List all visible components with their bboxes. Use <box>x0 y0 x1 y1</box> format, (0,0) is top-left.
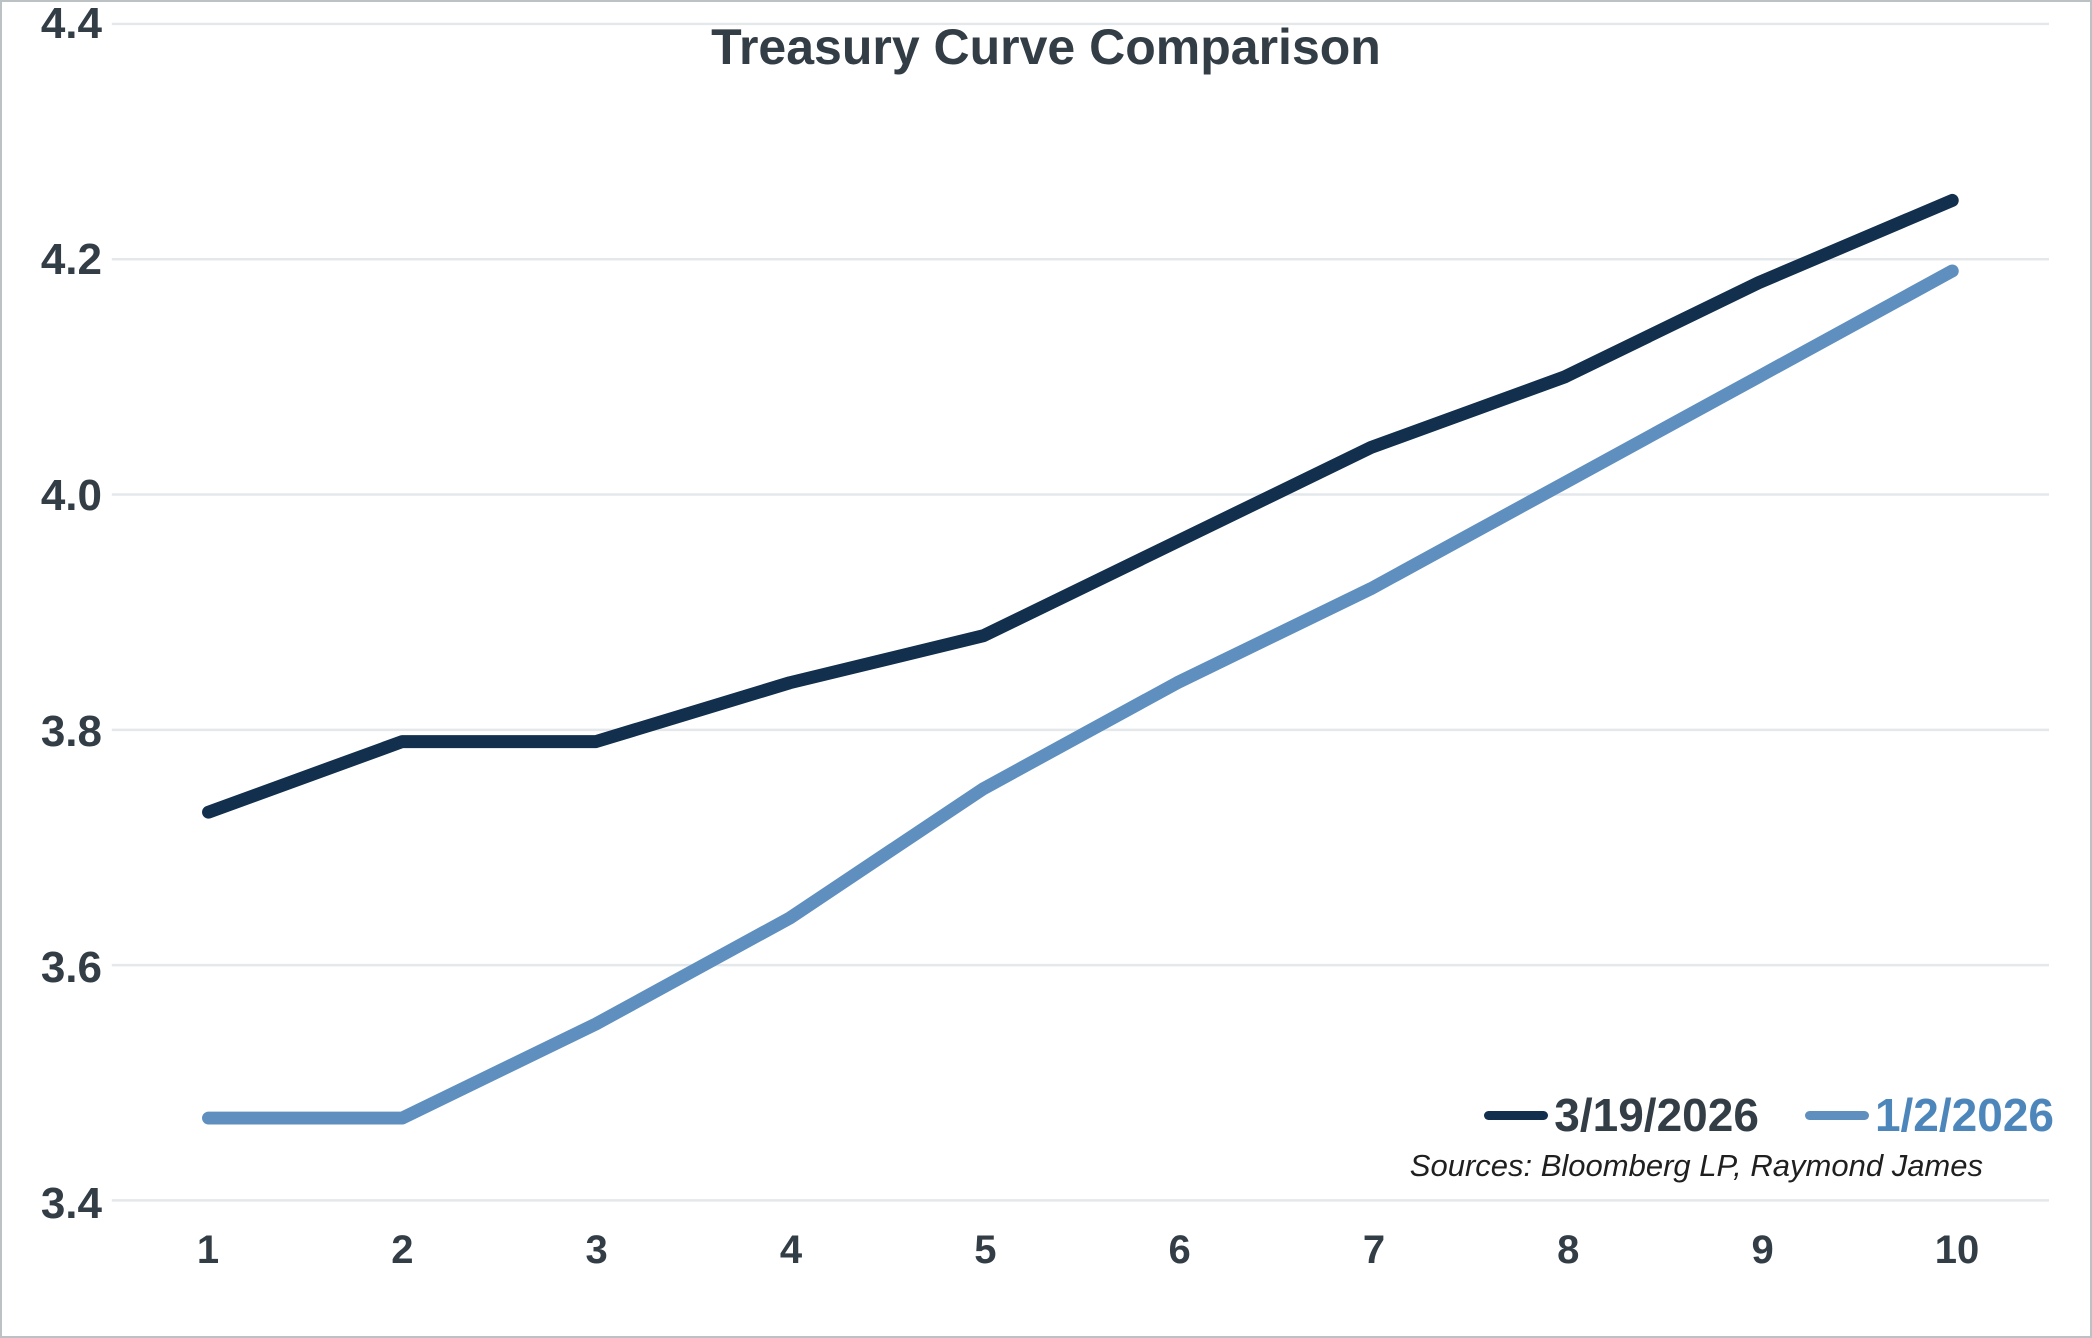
y-tick-label-4.4: 4.4 <box>40 0 102 48</box>
legend: 3/19/2026 1/2/2026 <box>1484 1090 2054 1141</box>
x-tick-label-1: 1 <box>196 1228 220 1272</box>
series-lines <box>202 193 1959 1125</box>
gridlines <box>111 22 2049 1202</box>
chart-title: Treasury Curve Comparison <box>711 19 1381 75</box>
x-tick-label-6: 6 <box>1168 1228 1191 1272</box>
y-tick-label-4.0: 4.0 <box>40 471 102 520</box>
x-tick-label-9: 9 <box>1751 1228 1774 1272</box>
legend-swatch-light-line <box>1804 1110 1869 1120</box>
x-tick-label-8: 8 <box>1557 1228 1580 1272</box>
x-tick-label-4: 4 <box>779 1228 803 1272</box>
legend-item-3-19-2026: 3/19/2026 <box>1484 1090 1759 1141</box>
y-tick-label-4.2: 4.2 <box>40 235 102 284</box>
legend-item-1-2-2026: 1/2/2026 <box>1804 1089 2054 1141</box>
series-line-1-2-2026 <box>202 264 1959 1125</box>
x-tick-label-2: 2 <box>391 1228 414 1272</box>
legend-label: 3/19/2026 <box>1554 1089 1759 1141</box>
y-tick-label-3.8: 3.8 <box>40 707 102 756</box>
series-line-3-19-2026 <box>202 193 1959 819</box>
legend-swatch-dark-line <box>1484 1110 1549 1120</box>
x-tick-label-7: 7 <box>1362 1228 1386 1272</box>
x-tick-label-5: 5 <box>974 1228 997 1272</box>
y-tick-label-3.4: 3.4 <box>40 1179 102 1228</box>
sources-note: Sources: Bloomberg LP, Raymond James <box>1409 1148 1983 1183</box>
y-tick-label-3.6: 3.6 <box>40 943 102 992</box>
x-tick-label-3: 3 <box>585 1228 608 1272</box>
x-tick-label-10: 10 <box>1934 1228 1980 1272</box>
legend-label: 1/2/2026 <box>1874 1089 2054 1141</box>
